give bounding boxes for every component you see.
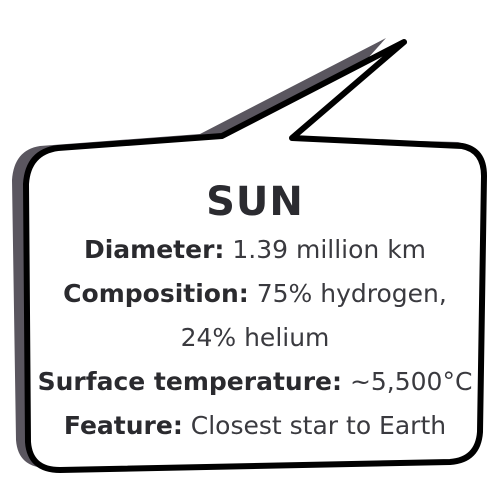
fact-label: Composition: — [63, 279, 249, 308]
speech-bubble-body — [23, 39, 487, 473]
facts-panel: SUN Diameter: 1.39 million km Compositio… — [20, 176, 490, 448]
fact-value: Closest star to Earth — [190, 411, 447, 440]
fact-feature: Feature: Closest star to Earth — [20, 404, 490, 448]
fact-value: 75% hydrogen, — [256, 279, 447, 308]
fact-value: 24% helium — [180, 323, 330, 352]
fact-surface-temperature: Surface temperature: ~5,500°C — [20, 360, 490, 404]
fact-value: 1.39 million km — [232, 235, 427, 264]
fact-label: Feature: — [63, 411, 183, 440]
fact-composition: Composition: 75% hydrogen, — [20, 272, 490, 316]
fact-diameter: Diameter: 1.39 million km — [20, 228, 490, 272]
card-title: SUN — [206, 179, 304, 225]
fact-composition-continued: 24% helium — [20, 316, 490, 360]
fact-label: Surface temperature: — [37, 367, 342, 396]
fact-value: ~5,500°C — [349, 367, 473, 396]
fact-label: Diameter: — [83, 235, 225, 264]
